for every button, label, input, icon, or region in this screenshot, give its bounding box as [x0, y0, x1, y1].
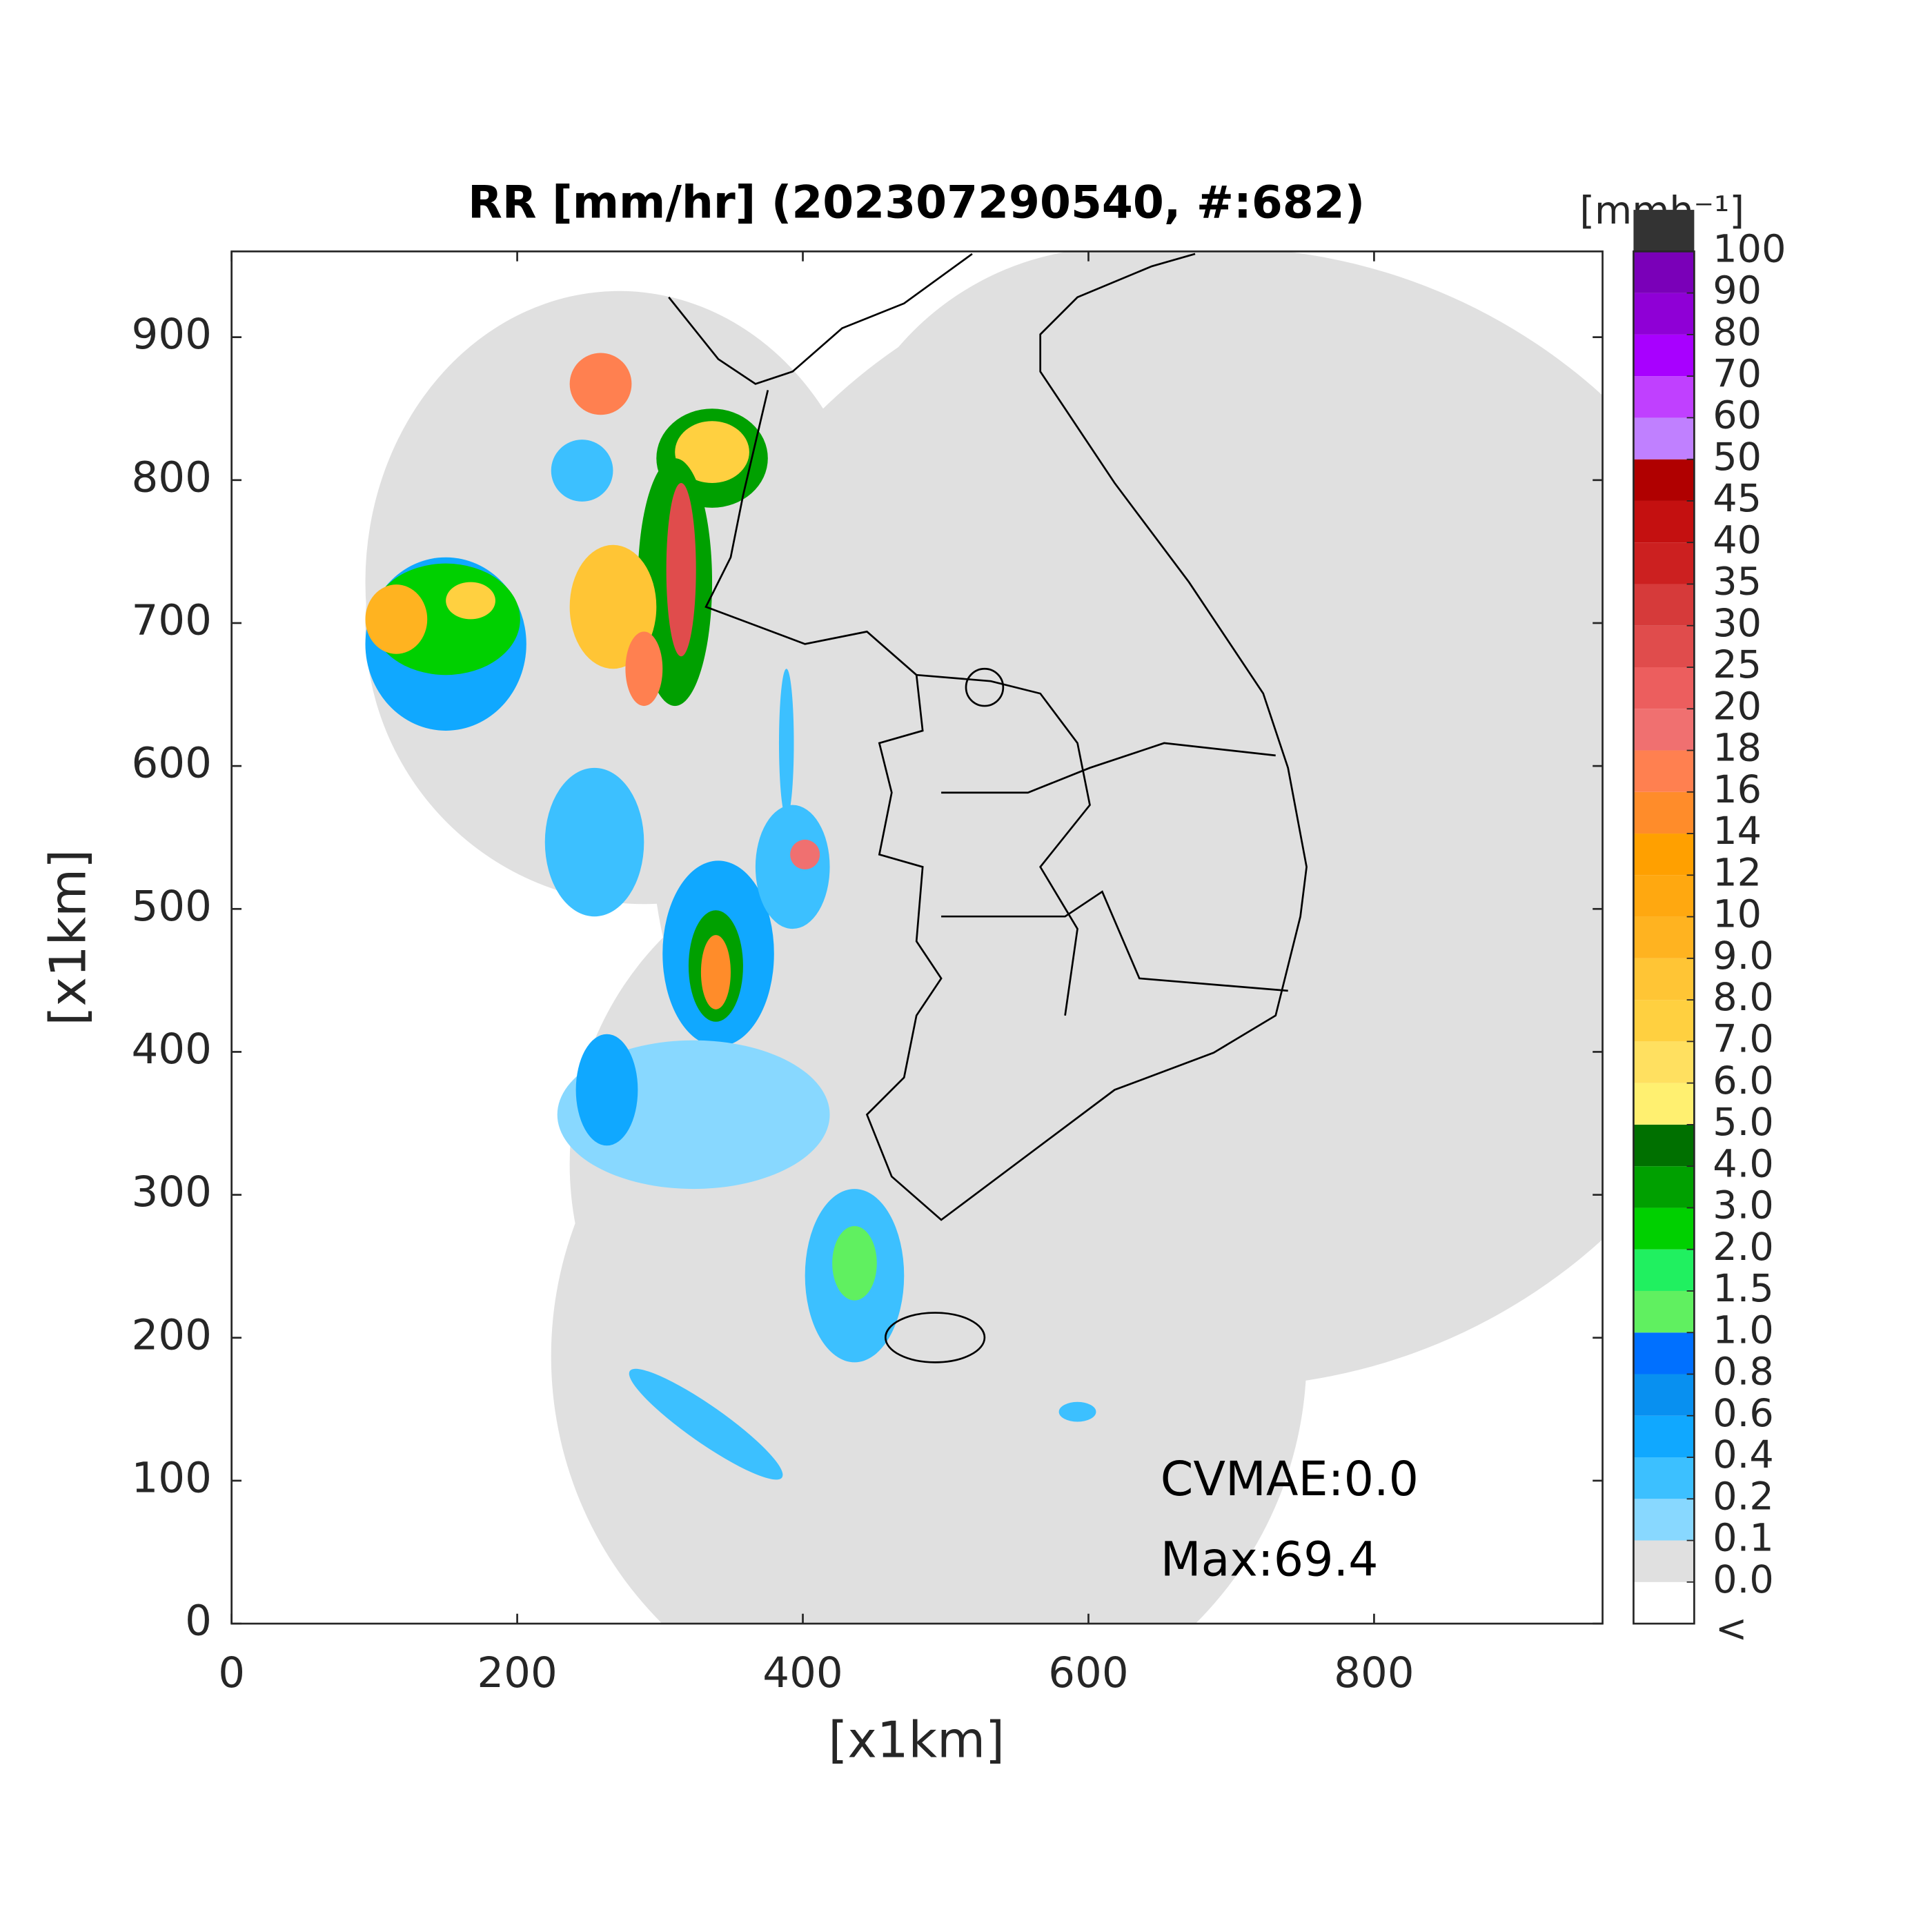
- colorbar-box: [1633, 210, 1695, 252]
- colorbar-tick-label: 2.0: [1713, 1225, 1773, 1270]
- colorbar-box: [1633, 1374, 1695, 1416]
- colorbar-box: [1633, 791, 1695, 834]
- colorbar-tick-label: 1.5: [1713, 1266, 1773, 1311]
- colorbar-tick-label: 5.0: [1713, 1100, 1773, 1145]
- colorbar-box: [1633, 500, 1695, 543]
- y-axis-label: [x1km]: [39, 849, 97, 1026]
- colorbar-tick-label: 12: [1713, 850, 1762, 895]
- colorbar-tick-label: 60: [1713, 393, 1762, 438]
- colorbar-tick-label: 6.0: [1713, 1058, 1773, 1103]
- colorbar-tick-label: 20: [1713, 684, 1762, 729]
- coastline: [668, 253, 1308, 1363]
- colorbar-under-label: <: [1715, 1606, 1748, 1651]
- colorbar-box: [1633, 1415, 1695, 1458]
- colorbar-tick-label: 16: [1713, 767, 1762, 812]
- colorbar-tick-label: 8.0: [1713, 975, 1773, 1020]
- colorbar-tick-label: 0.2: [1713, 1474, 1773, 1519]
- colorbar-tick-label: 7.0: [1713, 1017, 1773, 1062]
- colorbar-box: [1633, 1540, 1695, 1582]
- colorbar-box: [1633, 625, 1695, 668]
- colorbar-tick-label: 4.0: [1713, 1141, 1773, 1186]
- colorbar-tick-label: 10: [1713, 892, 1762, 937]
- y-tick-label: 300: [131, 1167, 211, 1216]
- colorbar-tick-label: 3.0: [1713, 1183, 1773, 1228]
- colorbar-frame: [1633, 250, 1695, 1625]
- colorbar-tick-label: 0.1: [1713, 1516, 1773, 1561]
- colorbar-tick-label: 25: [1713, 642, 1762, 687]
- colorbar-box: [1633, 916, 1695, 958]
- radar-map: [365, 251, 1603, 1624]
- colorbar-tick-label: 18: [1713, 726, 1762, 771]
- colorbar-box: [1633, 417, 1695, 460]
- colorbar-box: [1633, 750, 1695, 792]
- colorbar-box: [1633, 334, 1695, 377]
- colorbar-tick-label: 30: [1713, 601, 1762, 646]
- colorbar-tick-label: 0.6: [1713, 1391, 1773, 1436]
- colorbar-box: [1633, 1581, 1695, 1624]
- colorbar-tick-label: 0.0: [1713, 1557, 1773, 1602]
- colorbar-box: [1633, 1332, 1695, 1374]
- x-tick-label: 600: [1048, 1648, 1128, 1697]
- precipitation: [365, 353, 1096, 1480]
- colorbar-tick-label: 80: [1713, 310, 1762, 355]
- annotation: CVMAE:0.0: [1161, 1452, 1419, 1507]
- colorbar-box: [1633, 1166, 1695, 1208]
- colorbar-box: [1633, 709, 1695, 751]
- y-tick-label: 500: [131, 882, 211, 931]
- colorbar-box: [1633, 251, 1695, 293]
- colorbar-tick-label: 45: [1713, 476, 1762, 521]
- colorbar-box: [1633, 1208, 1695, 1250]
- y-tick-label: 700: [131, 596, 211, 645]
- colorbar-box: [1633, 459, 1695, 501]
- y-tick-label: 200: [131, 1310, 211, 1359]
- colorbar-box: [1633, 958, 1695, 1000]
- y-tick-label: 0: [185, 1597, 212, 1646]
- y-tick-label: 100: [131, 1454, 211, 1503]
- colorbar-box: [1633, 1249, 1695, 1291]
- colorbar-tick-label: 9.0: [1713, 934, 1773, 978]
- colorbar-box: [1633, 875, 1695, 917]
- y-tick-label: 400: [131, 1025, 211, 1074]
- colorbar-box: [1633, 584, 1695, 626]
- y-tick-label: 800: [131, 453, 211, 502]
- x-tick-label: 0: [218, 1648, 245, 1697]
- colorbar-tick-label: 0.4: [1713, 1432, 1773, 1477]
- colorbar-tick-label: 90: [1713, 268, 1762, 313]
- colorbar-box: [1633, 376, 1695, 418]
- colorbar-tick-label: 70: [1713, 351, 1762, 396]
- colorbar-box: [1633, 1457, 1695, 1499]
- y-tick-label: 600: [131, 739, 211, 788]
- colorbar-box: [1633, 1083, 1695, 1125]
- x-tick-label: 400: [762, 1648, 842, 1697]
- chart-title: RR [mm/hr] (202307290540, #:682): [468, 177, 1365, 229]
- y-tick-label: 900: [131, 310, 211, 359]
- plot-frame: [230, 250, 1604, 1625]
- colorbar-box: [1633, 1290, 1695, 1333]
- colorbar-box: [1633, 1124, 1695, 1167]
- colorbar-box: [1633, 293, 1695, 335]
- colorbar-box: [1633, 667, 1695, 709]
- x-tick-label: 800: [1334, 1648, 1414, 1697]
- colorbar-box: [1633, 542, 1695, 584]
- x-axis-label: [x1km]: [828, 1711, 1005, 1769]
- colorbar-box: [1633, 1041, 1695, 1083]
- x-tick-label: 200: [477, 1648, 557, 1697]
- colorbar-box: [1633, 1499, 1695, 1541]
- colorbar-box: [1633, 1000, 1695, 1042]
- annotation: Max:69.4: [1161, 1533, 1379, 1588]
- colorbar-box: [1633, 834, 1695, 876]
- colorbar-tick-label: 1.0: [1713, 1308, 1773, 1352]
- colorbar-tick-label: 100: [1713, 226, 1786, 271]
- colorbar-tick-label: 40: [1713, 518, 1762, 562]
- colorbar-tick-label: 0.8: [1713, 1350, 1773, 1394]
- colorbar-tick-label: 14: [1713, 809, 1762, 854]
- colorbar-tick-label: 50: [1713, 435, 1762, 480]
- colorbar-tick-label: 35: [1713, 560, 1762, 604]
